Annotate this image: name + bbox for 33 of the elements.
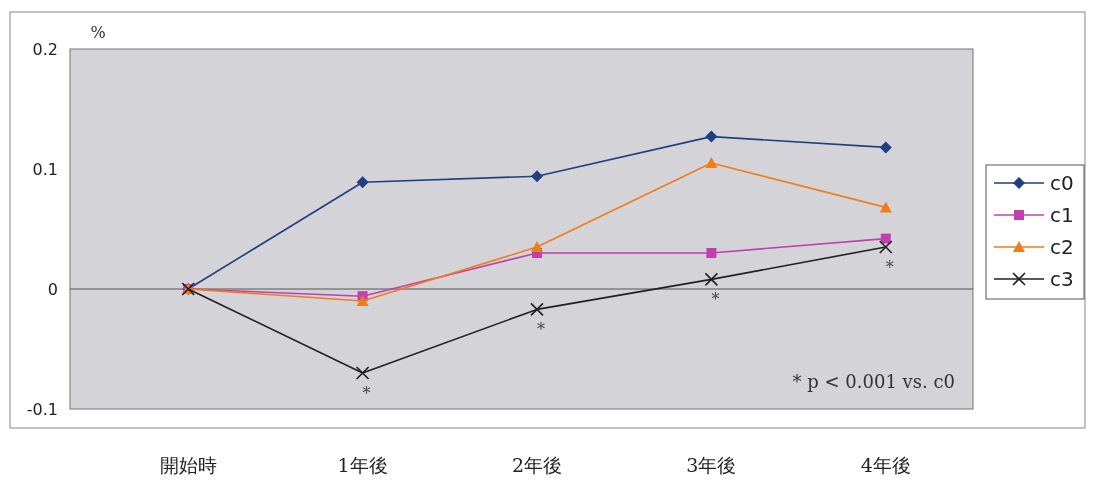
point (705, 130, 718, 143)
y-axis-title: % (90, 23, 106, 42)
y-tick-label: 0 (47, 280, 58, 299)
point (706, 248, 717, 258)
point (879, 240, 893, 254)
annotation: * (362, 384, 371, 403)
point (355, 366, 370, 380)
point (531, 170, 543, 183)
point (356, 176, 369, 189)
x-tick-label: 1年後 (337, 454, 388, 476)
point (879, 141, 892, 154)
legend-label: c2 (1050, 235, 1074, 259)
point (356, 295, 369, 306)
point (705, 157, 718, 168)
x-tick-label: 2年後 (511, 454, 563, 476)
annotation: * p < 0.001 vs. c0 (792, 371, 955, 392)
point (530, 302, 544, 317)
point (704, 272, 719, 287)
x-tick-label: 4年後 (860, 454, 911, 476)
point (879, 201, 892, 213)
point (531, 241, 543, 252)
annotation: * (885, 258, 894, 277)
y-tick-label: 0.1 (32, 160, 58, 179)
y-tick-label: -0.1 (26, 400, 58, 419)
legend-label: c3 (1050, 267, 1074, 291)
legend-label: c1 (1050, 203, 1074, 227)
y-tick-label: 0.2 (32, 40, 58, 59)
x-tick-label: 開始時 (159, 454, 217, 476)
annotation: * (711, 290, 720, 310)
point (880, 233, 891, 244)
x-tick-label: 3年後 (686, 454, 737, 476)
legend-label: c0 (1050, 171, 1074, 195)
annotation: * (537, 320, 545, 340)
